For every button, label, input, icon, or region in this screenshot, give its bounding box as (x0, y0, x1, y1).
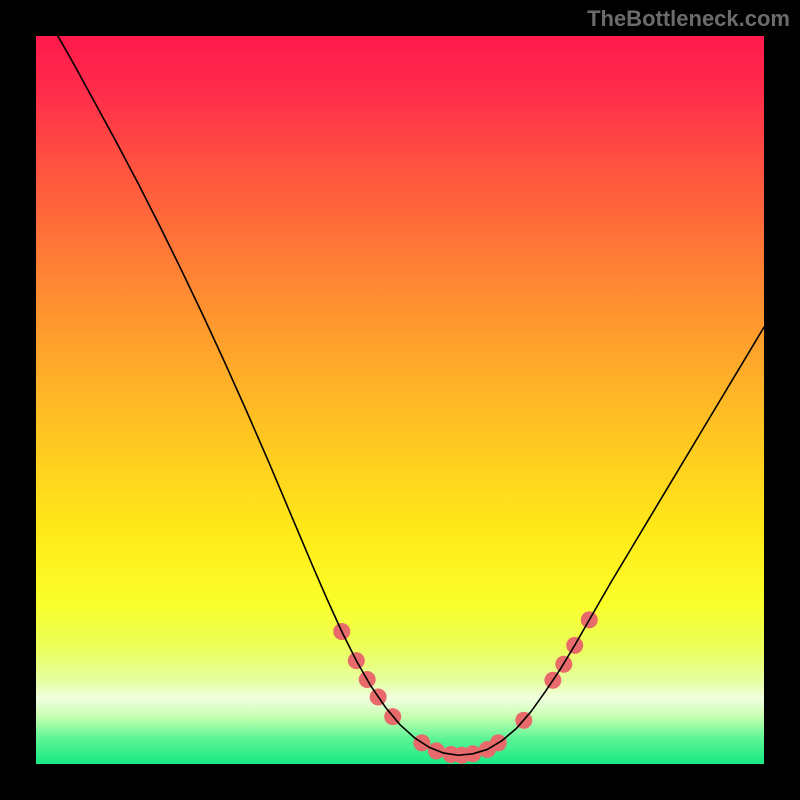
plot-background (36, 36, 764, 764)
chart-svg (0, 0, 800, 800)
watermark-text: TheBottleneck.com (587, 6, 790, 32)
chart-container: TheBottleneck.com (0, 0, 800, 800)
